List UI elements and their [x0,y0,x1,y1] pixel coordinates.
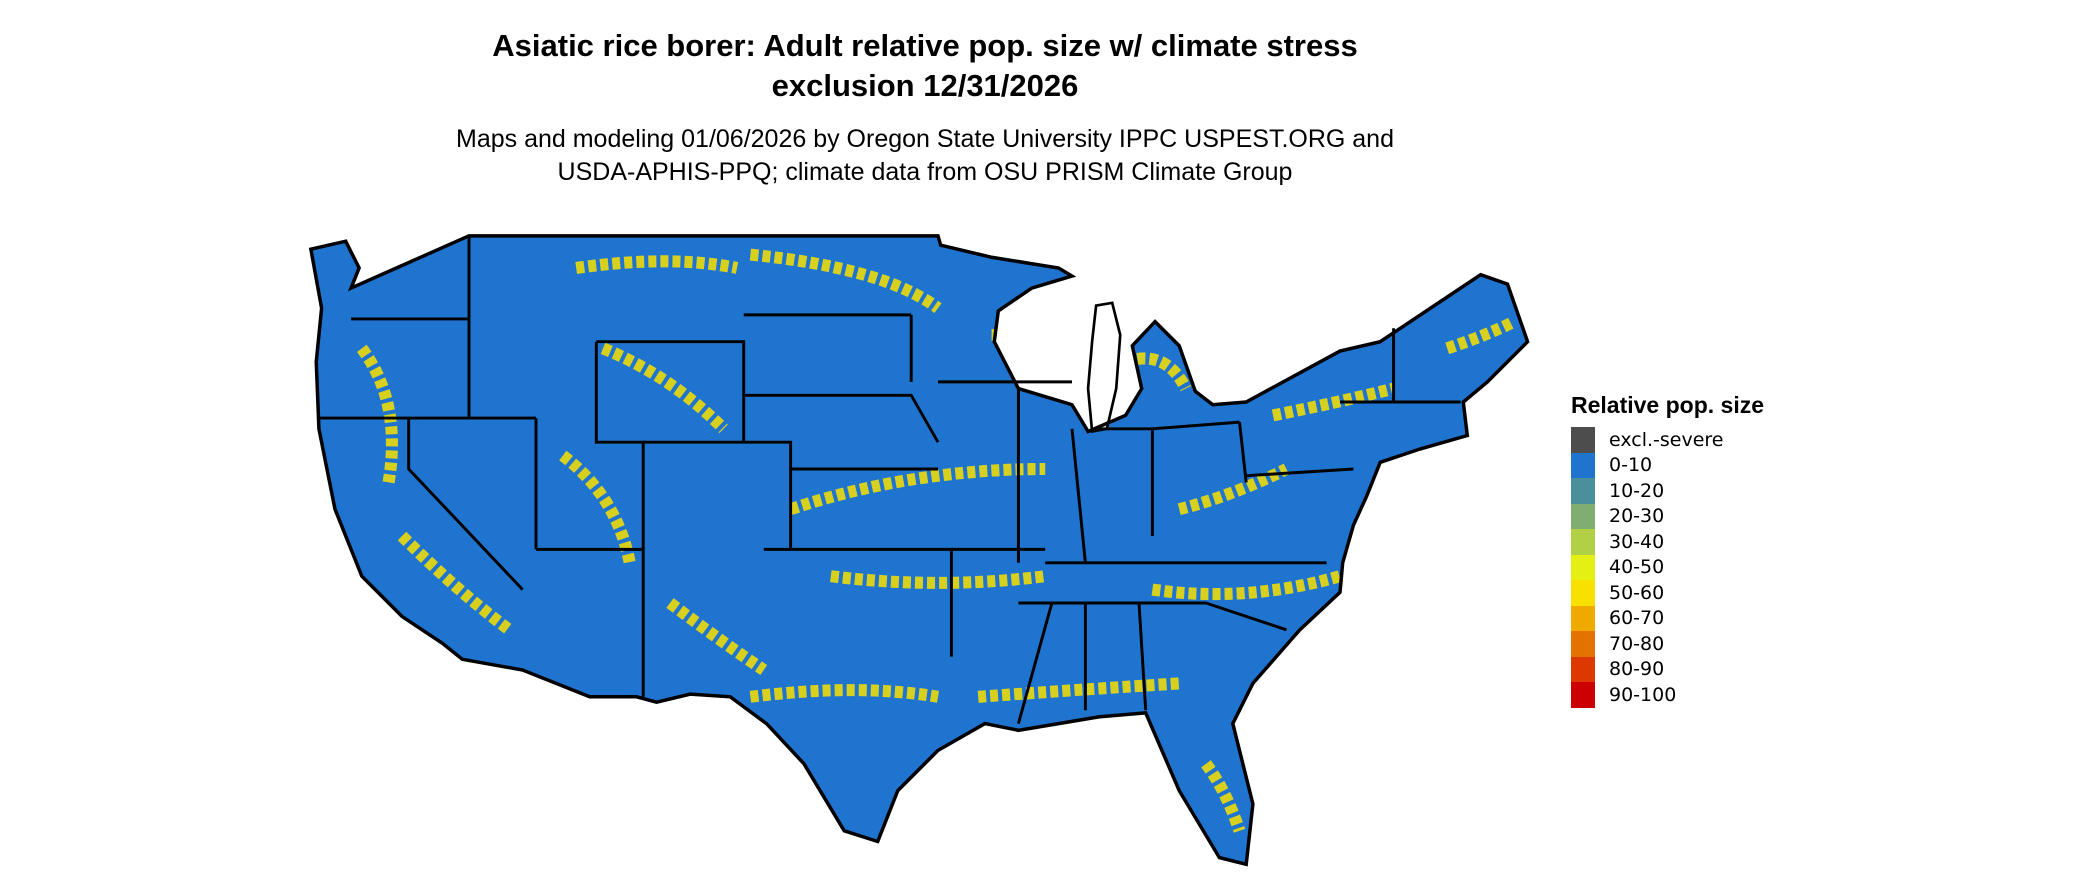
suitability-band [666,598,768,676]
legend-label: 90-100 [1609,683,1677,706]
lake-michigan [1086,301,1122,434]
legend-item: 40-50 [1571,554,1764,580]
legend-label: 80-90 [1609,658,1665,681]
legend-swatch [1571,503,1595,529]
legend-item: 30-40 [1571,529,1764,555]
state-border [743,393,940,443]
legend-label: excl.-severe [1609,428,1724,451]
legend-label: 70-80 [1609,632,1665,655]
legend-swatch [1571,631,1595,657]
legend-label: 10-20 [1609,479,1665,502]
legend-swatch [1571,580,1595,606]
legend-swatch [1571,682,1595,708]
legend-label: 50-60 [1609,581,1665,604]
legend-title: Relative pop. size [1571,392,1765,418]
legend-item: excl.-severe [1571,427,1764,453]
suitability-band [1201,760,1246,833]
suitability-band [356,344,398,484]
legend-swatch [1571,529,1595,555]
state-border [594,341,645,550]
legend-swatch [1571,605,1595,631]
state-borders [318,235,1461,724]
legend-label: 20-30 [1609,505,1665,528]
state-border [1205,601,1287,632]
legend-item: 10-20 [1571,478,1764,504]
legend-label: 40-50 [1609,556,1665,579]
map-subtitle-line-2: USDA-APHIS-PPQ; climate data from OSU PR… [557,158,1293,186]
map-subtitle-line-1: Maps and modeling 01/06/2026 by Oregon S… [456,125,1394,153]
legend-item: 0-10 [1571,452,1764,478]
state-border [1070,428,1087,563]
state-border [643,440,793,550]
state-border [1016,602,1054,724]
suitability-band [830,570,1046,589]
suitability-band [749,248,942,314]
state-border [596,340,746,443]
state-border [1152,420,1240,431]
suitability-band [977,677,1180,703]
legend-item: 70-80 [1571,631,1764,657]
legend-swatch [1571,427,1595,453]
legend-item: 90-100 [1571,682,1764,708]
suitability-band [397,531,513,635]
legend-item: 50-60 [1571,580,1764,606]
legend-label: 0-10 [1609,454,1653,477]
suitability-band [1445,316,1517,355]
suitability-band [1271,382,1396,422]
legend-label: 30-40 [1609,530,1665,553]
legend-swatch [1571,452,1595,478]
state-border [407,418,524,591]
legend-item: 60-70 [1571,605,1764,631]
legend-item: 80-90 [1571,656,1764,682]
state-border [1246,467,1354,478]
state-border [1238,421,1248,483]
suitability-band [600,342,728,434]
suitability-band [575,255,739,274]
legend: Relative pop. size excl.-severe 0-10 10-20… [1571,392,1764,708]
legend-label: 60-70 [1609,607,1665,630]
legend-swatch [1571,554,1595,580]
legend-swatch [1571,656,1595,682]
suitability-band [749,684,939,703]
legend-swatch [1571,478,1595,504]
map-title-line-2: exclusion 12/31/2026 [771,68,1079,103]
suitability-band [788,462,1046,515]
national-border [308,234,1530,867]
legend-item: 20-30 [1571,503,1764,529]
state-border [1137,602,1148,711]
map-title-line-1: Asiatic rice borer: Adult relative pop. … [492,28,1358,63]
